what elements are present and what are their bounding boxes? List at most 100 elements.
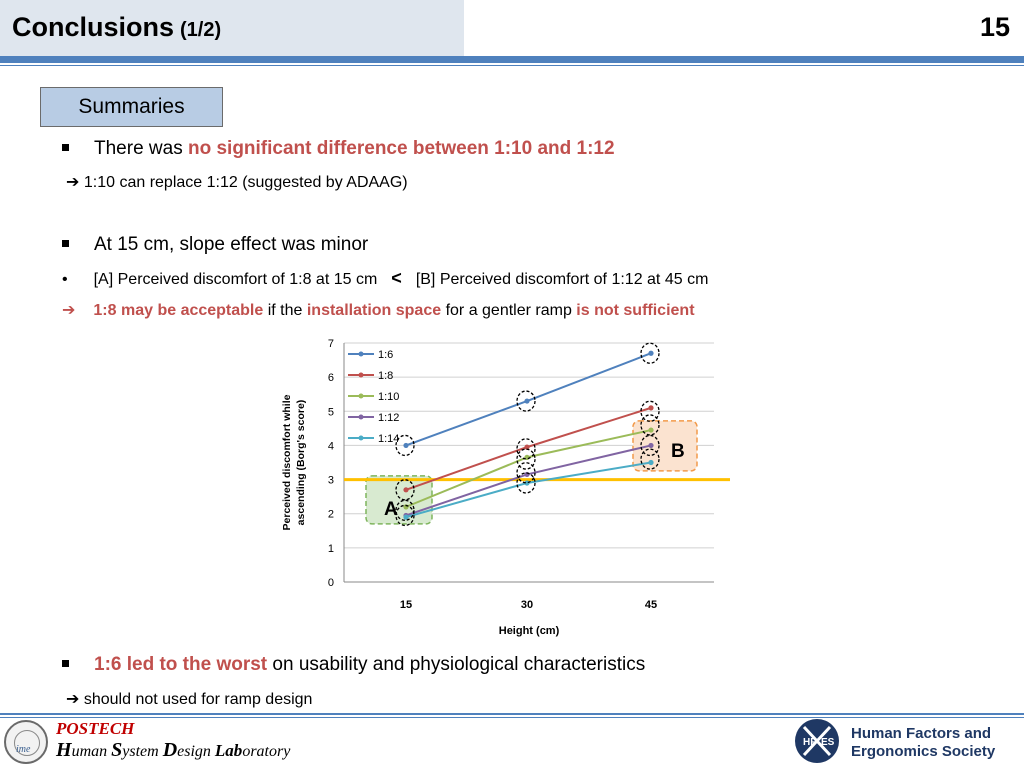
arrow-2-text-1: if the: [263, 302, 307, 319]
lab-initial-h: H: [56, 739, 72, 761]
sub-bullet-b: [B] Perceived discomfort of 1:12 at 45 c…: [415, 271, 709, 288]
footer-divider: [0, 713, 1024, 715]
sub-bullet-2: • [A] Perceived discomfort of 1:8 at 15 c…: [62, 268, 708, 289]
bullet-point-3: 1:6 led to the worst on usability and ph…: [62, 654, 645, 676]
legend-label: 1:12: [378, 412, 399, 424]
x-tick-label: 15: [400, 599, 412, 611]
y-tick-label: 4: [328, 440, 334, 452]
square-bullet-icon: [62, 660, 69, 667]
arrow-2-highlight-2: installation space: [306, 302, 442, 319]
highlight-circle: [640, 342, 660, 364]
highlight-circle: [395, 434, 415, 457]
x-axis-label: Height (cm): [499, 625, 560, 637]
legend-marker: [358, 351, 364, 357]
data-point: [524, 444, 530, 450]
header-title-bar: [0, 0, 464, 56]
page-title: Conclusions (1/2): [12, 12, 221, 43]
legend-label: 1:10: [378, 391, 399, 403]
hfes-logo-hf: HF: [803, 737, 816, 748]
right-arrow-icon: ➔: [66, 691, 80, 708]
lab-initial-s: S: [111, 739, 123, 761]
footer-divider-thin: [0, 717, 1024, 718]
y-tick-label: 6: [328, 372, 334, 384]
bullet-3-highlight: 1:6 led to the worst: [94, 654, 268, 675]
series-line-1:14: [405, 461, 652, 519]
header-divider: [0, 56, 1024, 63]
lab-part-1: uman: [71, 743, 112, 760]
legend-label: 1:6: [378, 349, 393, 361]
legend-marker: [358, 393, 364, 399]
data-point: [403, 442, 409, 449]
sub-bullet-a: [A] Perceived discomfort of 1:8 at 15 cm: [93, 271, 378, 288]
legend-marker: [358, 372, 364, 378]
square-bullet-icon: [62, 240, 69, 247]
arrow-3-text: should not used for ramp design: [83, 691, 313, 708]
bullet-1-highlight: no significant difference between 1:10 a…: [187, 138, 615, 159]
legend-label: 1:14: [378, 433, 399, 445]
y-tick-label: 2: [328, 509, 334, 521]
dot-bullet-icon: •: [62, 271, 68, 288]
arrow-point-3: ➔ should not used for ramp design: [66, 689, 312, 709]
y-tick-label: 1: [328, 543, 334, 555]
x-tick-label: 45: [645, 599, 657, 611]
hfes-name: Human Factors and Ergonomics Society: [851, 725, 995, 761]
data-point: [648, 405, 654, 411]
summaries-label: Summaries: [40, 87, 223, 127]
annotation-a-label: A: [384, 499, 398, 520]
annotation-b-box: [632, 420, 698, 472]
data-point: [403, 487, 409, 493]
arrow-point-2: ➔ 1:8 may be acceptable if the installati…: [62, 300, 695, 320]
lab-part-4: oratory: [242, 743, 291, 760]
hfes-line-2: Ergonomics Society: [851, 743, 996, 760]
lab-name: Human System Design Laboratory: [56, 739, 290, 762]
title-subtitle: (1/2): [180, 19, 222, 41]
data-point: [524, 398, 530, 404]
highlight-circle: [395, 504, 415, 527]
lab-part-3: esign: [177, 743, 215, 760]
lab-initial-d: D: [162, 739, 178, 761]
highlight-circle: [516, 462, 536, 484]
y-tick-label: 0: [328, 577, 334, 589]
y-axis-label-line-2: ascending (Borg's score): [295, 400, 307, 526]
data-point: [403, 514, 409, 520]
arrow-point-1: ➔ 1:10 can replace 1:12 (suggested by AD…: [66, 172, 408, 192]
legend-label: 1:8: [378, 370, 393, 382]
bullet-point-1: There was no significant difference betw…: [62, 138, 615, 160]
square-bullet-icon: [62, 144, 69, 151]
right-arrow-icon: ➔: [62, 302, 76, 319]
data-point: [648, 442, 654, 449]
title-text: Conclusions: [12, 12, 175, 42]
bullet-3-text: on usability and physiological character…: [267, 654, 646, 675]
highlight-circle: [516, 472, 536, 494]
data-point: [524, 480, 530, 486]
arrow-1-text: 1:10 can replace 1:12 (suggested by ADAA…: [83, 174, 408, 191]
page-number: 15: [979, 12, 1010, 42]
highlight-circle: [516, 438, 536, 460]
university-seal-icon: ime: [4, 720, 48, 764]
seal-text: ime: [16, 744, 31, 755]
y-tick-label: 3: [328, 475, 334, 487]
data-point: [648, 427, 654, 433]
bullet-2-text: At 15 cm, slope effect was minor: [94, 234, 369, 255]
discomfort-chart: 0 1 2 3 4 5 6 7 15 30 45 Height (cm) Perceived disco…: [270, 335, 744, 640]
arrow-2-text-2: for a gentler ramp: [441, 302, 577, 319]
data-point: [648, 350, 654, 356]
header-divider-thin: [0, 65, 1024, 66]
hfes-line-1: Human Factors and: [851, 725, 992, 742]
lab-part-2: ystem: [122, 743, 163, 760]
highlight-circle: [640, 414, 660, 436]
arrow-2-highlight-3: is not sufficient: [576, 302, 695, 319]
x-tick-label: 30: [521, 599, 533, 611]
bullet-point-2: At 15 cm, slope effect was minor: [62, 234, 368, 256]
hfes-logo-icon: HF ES: [795, 719, 839, 763]
legend-marker: [358, 435, 364, 441]
annotation-b-label: B: [671, 441, 685, 462]
less-than-sign: <: [391, 268, 402, 288]
bullet-1-text: There was: [94, 138, 188, 159]
right-arrow-icon: ➔: [66, 174, 80, 191]
highlight-circle: [640, 434, 660, 457]
legend-marker: [358, 414, 364, 420]
y-axis-label-line-1: Perceived discomfort while: [281, 394, 293, 530]
lab-initial-lab: Lab: [214, 741, 243, 760]
